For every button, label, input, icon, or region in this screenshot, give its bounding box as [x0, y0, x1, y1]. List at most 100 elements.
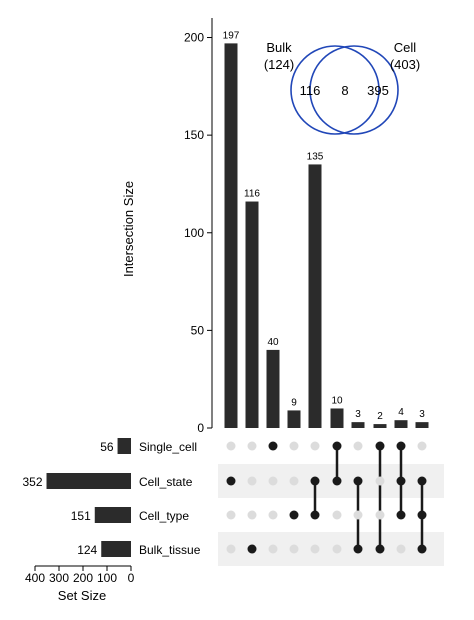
intersection-bar-label: 135 [307, 151, 324, 162]
venn-left-total: (124) [264, 57, 294, 72]
venn-diagram: Bulk (124) Cell (403) 116 8 395 [264, 40, 420, 135]
matrix-dot-inactive [247, 476, 257, 486]
set-size-tick-label: 100 [97, 571, 117, 585]
y-tick-label: 50 [191, 323, 205, 337]
set-size-tick-label: 0 [128, 571, 135, 585]
matrix-dot-inactive [289, 476, 299, 486]
matrix-dot-inactive [226, 510, 236, 520]
set-size-chart: 56 Single_cell 352 Cell_state 151 Cell_type 12… [22, 438, 201, 603]
set-size-label: 151 [71, 509, 91, 523]
set-size-tick-label: 300 [49, 571, 69, 585]
matrix-dot-inactive [396, 544, 406, 554]
matrix-dot-active [310, 476, 320, 486]
matrix-dot-active [396, 476, 406, 486]
matrix-dot-inactive [375, 476, 385, 486]
matrix-dot-inactive [268, 476, 278, 486]
set-name-label: Cell_state [139, 475, 193, 489]
set-name-label: Single_cell [139, 440, 197, 454]
matrix-dot-active [396, 510, 406, 520]
intersection-bars: 197 116 40 9 135 10 3 2 4 3 [223, 30, 429, 428]
venn-overlap-count: 8 [341, 83, 348, 98]
matrix-dot-inactive [353, 441, 363, 451]
matrix-dot-active [268, 441, 278, 451]
intersection-bar [373, 424, 387, 428]
matrix-dot-inactive [310, 441, 320, 451]
matrix-dot-inactive [353, 510, 363, 520]
matrix-dot-active [417, 544, 427, 554]
matrix-dot-active [226, 476, 236, 486]
intersection-bar-label: 9 [291, 397, 297, 408]
intersection-bar [287, 410, 301, 428]
set-size-bar [117, 438, 131, 454]
intersection-bar-label: 4 [398, 407, 404, 418]
intersection-bar [415, 422, 429, 428]
matrix-dot-inactive [226, 441, 236, 451]
matrix-dot-active [353, 476, 363, 486]
intersection-bar-label: 2 [377, 411, 383, 422]
intersection-bar [224, 43, 238, 428]
matrix-dot-inactive [417, 441, 427, 451]
set-size-bar [46, 473, 131, 489]
matrix-row-stripes [218, 464, 444, 566]
y-tick-label: 0 [197, 421, 204, 435]
venn-circle-bulk [290, 45, 380, 135]
y-tick-label: 200 [184, 31, 204, 45]
matrix-dot-inactive [247, 510, 257, 520]
intersection-bar-label: 3 [355, 409, 361, 420]
venn-circle-cell [309, 45, 399, 135]
set-size-axis-title: Set Size [58, 588, 106, 603]
set-size-label: 56 [100, 440, 114, 454]
venn-left-only-count: 116 [300, 83, 321, 98]
matrix-dot-inactive [332, 544, 342, 554]
matrix-dot-inactive [268, 544, 278, 554]
intersection-bar-label: 40 [267, 337, 279, 348]
intersection-bar-label: 116 [244, 189, 260, 200]
matrix-dot-active [417, 476, 427, 486]
matrix-dot-active [353, 544, 363, 554]
matrix-dot-inactive [226, 544, 236, 554]
matrix-dot-active [332, 441, 342, 451]
intersection-bar [245, 201, 259, 428]
intersection-bar [266, 349, 280, 428]
venn-left-name: Bulk [266, 40, 292, 55]
y-tick-label: 150 [184, 128, 204, 142]
intersection-y-axis: 0 50 100 150 200 Intersection Size [121, 18, 213, 435]
matrix-dot-active [247, 544, 257, 554]
matrix-dot-active [417, 510, 427, 520]
set-name-label: Cell_type [139, 509, 189, 523]
matrix-dot-inactive [375, 510, 385, 520]
set-size-bar [94, 507, 131, 523]
matrix-dot-active [375, 441, 385, 451]
venn-right-name: Cell [394, 40, 417, 55]
set-size-bar [101, 541, 131, 557]
matrix-dot-active [332, 476, 342, 486]
intersection-bar [351, 422, 365, 428]
intersection-bar [308, 164, 322, 428]
intersection-bar [394, 420, 408, 428]
set-size-label: 124 [77, 543, 97, 557]
set-name-label: Bulk_tissue [139, 543, 201, 557]
set-size-tick-label: 200 [73, 571, 93, 585]
intersection-bar-label: 10 [331, 395, 343, 406]
venn-right-only-count: 395 [367, 83, 389, 98]
matrix-dot-inactive [268, 510, 278, 520]
set-size-tick-label: 400 [25, 571, 45, 585]
matrix-dot-inactive [289, 441, 299, 451]
matrix-dot-active [396, 441, 406, 451]
matrix-dot-active [375, 544, 385, 554]
venn-right-total: (403) [390, 57, 420, 72]
y-axis-title: Intersection Size [121, 181, 136, 277]
matrix-dot-inactive [289, 544, 299, 554]
intersection-bar-label: 3 [419, 409, 425, 420]
matrix-dot-inactive [247, 441, 257, 451]
intersection-bar-label: 197 [223, 30, 240, 41]
y-tick-label: 100 [184, 226, 204, 240]
intersection-matrix [226, 441, 427, 554]
matrix-dot-active [289, 510, 299, 520]
matrix-dot-active [310, 510, 320, 520]
intersection-bar [330, 408, 344, 428]
matrix-dot-inactive [310, 544, 320, 554]
matrix-dot-inactive [332, 510, 342, 520]
set-size-label: 352 [22, 475, 42, 489]
